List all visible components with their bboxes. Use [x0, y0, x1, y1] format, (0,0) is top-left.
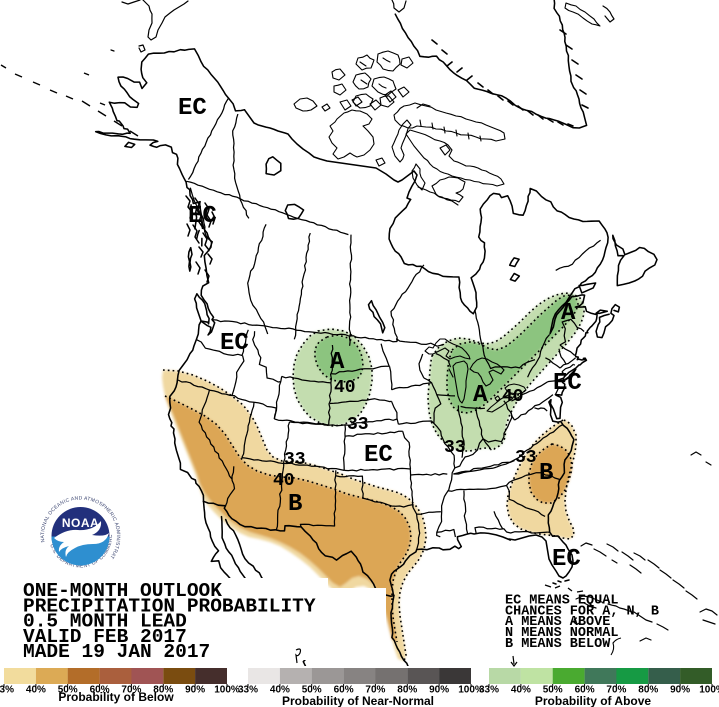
svg-text:A: A [561, 300, 576, 327]
svg-text:Probability of Below: Probability of Below [58, 690, 174, 704]
svg-text:PRECIPITATION PROBABILITY: PRECIPITATION PROBABILITY [23, 595, 316, 617]
svg-text:60%: 60% [334, 685, 354, 696]
svg-text:80%: 80% [638, 685, 658, 696]
svg-text:CHANCES FOR A, N, B: CHANCES FOR A, N, B [505, 604, 659, 619]
svg-text:Probability of Near-Normal: Probability of Near-Normal [282, 694, 434, 707]
svg-text:80%: 80% [153, 685, 173, 696]
svg-text:50%: 50% [302, 685, 322, 696]
svg-text:90%: 90% [429, 685, 449, 696]
svg-text:EC: EC [220, 330, 249, 357]
svg-text:EC: EC [178, 95, 207, 122]
svg-text:B: B [288, 491, 302, 518]
svg-text:EC: EC [364, 442, 393, 469]
svg-text:40%: 40% [270, 685, 290, 696]
svg-text:50%: 50% [543, 685, 563, 696]
svg-text:40%: 40% [511, 685, 531, 696]
svg-text:B MEANS BELOW: B MEANS BELOW [505, 637, 611, 652]
svg-text:100%: 100% [458, 685, 484, 696]
svg-text:A MEANS ABOVE: A MEANS ABOVE [505, 615, 610, 630]
svg-text:EC MEANS EQUAL: EC MEANS EQUAL [505, 593, 618, 608]
svg-text:N MEANS NORMAL: N MEANS NORMAL [505, 626, 618, 641]
svg-text:B: B [539, 460, 553, 487]
svg-text:90%: 90% [185, 685, 205, 696]
svg-text:100%: 100% [699, 685, 719, 696]
svg-text:ONE-MONTH OUTLOOK: ONE-MONTH OUTLOOK [23, 580, 222, 602]
svg-text:33: 33 [284, 450, 306, 470]
svg-text:33%: 33% [0, 685, 14, 696]
svg-text:70%: 70% [121, 685, 141, 696]
svg-text:70%: 70% [365, 685, 385, 696]
svg-text:40: 40 [334, 378, 356, 398]
svg-text:40%: 40% [26, 685, 46, 696]
svg-text:NOAA: NOAA [62, 516, 99, 530]
svg-text:EC: EC [553, 370, 582, 397]
svg-text:50%: 50% [58, 685, 78, 696]
svg-text:A: A [473, 382, 488, 409]
svg-text:MADE 19 JAN 2017: MADE 19 JAN 2017 [23, 641, 210, 663]
svg-text:33: 33 [444, 438, 466, 458]
svg-text:VALID FEB 2017: VALID FEB 2017 [23, 626, 187, 648]
svg-text:EC: EC [188, 203, 217, 230]
svg-text:80%: 80% [397, 685, 417, 696]
svg-text:40: 40 [273, 471, 295, 491]
svg-text:0.5 MONTH LEAD: 0.5 MONTH LEAD [23, 611, 187, 633]
svg-text:33: 33 [347, 415, 369, 435]
svg-text:90%: 90% [670, 685, 690, 696]
svg-text:100%: 100% [214, 685, 240, 696]
svg-text:70%: 70% [606, 685, 626, 696]
svg-text:Probability of Above: Probability of Above [535, 694, 652, 707]
svg-text:60%: 60% [90, 685, 110, 696]
svg-text:33%: 33% [238, 685, 258, 696]
svg-text:A: A [330, 349, 345, 376]
svg-text:EC: EC [552, 546, 581, 573]
svg-text:40: 40 [502, 387, 524, 407]
svg-text:33: 33 [515, 448, 537, 468]
svg-text:33%: 33% [479, 685, 499, 696]
svg-text:60%: 60% [575, 685, 595, 696]
